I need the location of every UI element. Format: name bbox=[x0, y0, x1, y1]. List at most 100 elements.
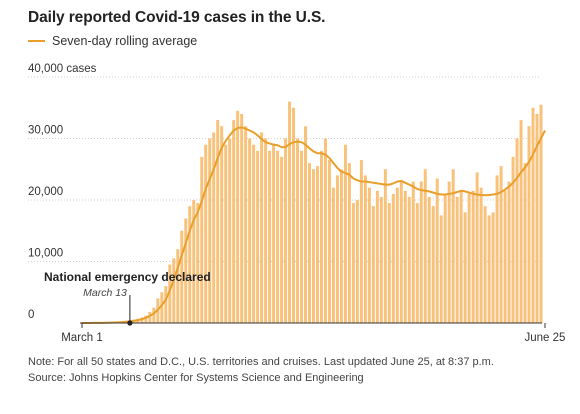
daily-case-bar bbox=[148, 311, 152, 323]
daily-case-bar bbox=[176, 249, 180, 323]
daily-case-bar bbox=[411, 181, 415, 323]
daily-case-bar bbox=[499, 166, 503, 323]
daily-case-bar bbox=[495, 175, 499, 323]
daily-case-bar bbox=[359, 160, 363, 323]
y-tick-label: 40,000 cases bbox=[28, 63, 97, 75]
daily-case-bar bbox=[447, 181, 451, 323]
daily-case-bar bbox=[511, 156, 515, 323]
daily-case-bar bbox=[419, 181, 423, 323]
daily-case-bar bbox=[232, 120, 236, 323]
daily-case-bar bbox=[343, 144, 347, 323]
daily-case-bar bbox=[196, 203, 200, 323]
daily-case-bar bbox=[371, 206, 375, 323]
daily-case-bar bbox=[479, 187, 483, 323]
chart-legend: Seven-day rolling average bbox=[28, 34, 197, 48]
daily-case-bar bbox=[164, 286, 168, 323]
daily-case-bar bbox=[391, 193, 395, 323]
daily-case-bar bbox=[487, 215, 491, 323]
daily-case-bar bbox=[216, 120, 220, 323]
daily-case-bar bbox=[535, 113, 539, 324]
daily-case-bar bbox=[244, 126, 248, 323]
daily-case-bar bbox=[312, 169, 315, 323]
daily-case-bar bbox=[264, 138, 268, 323]
daily-case-bar bbox=[515, 138, 519, 323]
legend-line-swatch bbox=[28, 39, 45, 43]
rolling-average-line bbox=[81, 126, 546, 324]
daily-case-bar bbox=[308, 163, 311, 323]
daily-case-bar bbox=[204, 144, 208, 323]
daily-case-bar bbox=[435, 178, 439, 323]
y-tick-label: 10,000 bbox=[28, 248, 63, 260]
daily-case-bar bbox=[331, 187, 335, 323]
daily-case-bar bbox=[236, 110, 240, 323]
daily-case-bar bbox=[399, 181, 403, 323]
daily-case-bar bbox=[491, 212, 495, 323]
daily-case-bar bbox=[527, 126, 531, 323]
daily-case-bar bbox=[403, 190, 407, 323]
daily-case-bar bbox=[467, 193, 471, 323]
daily-case-bar bbox=[531, 107, 535, 323]
daily-case-bar bbox=[415, 203, 419, 323]
y-tick-label: 20,000 bbox=[28, 186, 63, 198]
daily-case-bar bbox=[375, 190, 379, 323]
daily-case-bar bbox=[383, 169, 387, 323]
daily-case-bar bbox=[355, 200, 359, 323]
daily-case-bar bbox=[252, 144, 256, 323]
chart-footnote: Note: For all 50 states and D.C., U.S. t… bbox=[28, 354, 494, 386]
annotation-date: March 13 bbox=[83, 287, 127, 299]
daily-case-bar bbox=[288, 101, 292, 323]
daily-case-bar bbox=[471, 190, 475, 323]
x-tick-label: March 1 bbox=[61, 332, 103, 344]
daily-case-bar bbox=[304, 126, 308, 323]
daily-case-bar bbox=[439, 215, 443, 323]
daily-case-bar bbox=[363, 175, 367, 323]
daily-case-bar bbox=[168, 264, 172, 323]
daily-case-bar bbox=[292, 107, 296, 323]
daily-case-bar bbox=[539, 104, 543, 323]
daily-case-bar bbox=[208, 138, 212, 323]
daily-case-bar bbox=[387, 203, 391, 323]
daily-case-bar bbox=[192, 200, 196, 323]
daily-case-bar bbox=[503, 190, 507, 323]
daily-case-bar bbox=[319, 150, 323, 323]
daily-case-bar bbox=[212, 132, 216, 323]
daily-case-bar bbox=[395, 187, 399, 323]
daily-case-bar bbox=[268, 150, 272, 323]
daily-case-bar bbox=[523, 163, 527, 323]
daily-case-bar bbox=[224, 144, 228, 323]
daily-case-bar bbox=[272, 144, 276, 323]
daily-case-bar bbox=[519, 120, 523, 323]
y-tick-label: 30,000 bbox=[28, 125, 63, 137]
daily-case-bar bbox=[280, 156, 284, 323]
daily-case-bar bbox=[431, 206, 435, 323]
daily-case-bar bbox=[451, 169, 455, 323]
daily-case-bar bbox=[483, 206, 487, 323]
daily-case-bar bbox=[200, 156, 204, 323]
daily-case-bar bbox=[407, 196, 411, 323]
daily-case-bar bbox=[172, 258, 176, 323]
daily-case-bar bbox=[379, 196, 383, 323]
chart-title: Daily reported Covid-19 cases in the U.S… bbox=[28, 9, 326, 26]
daily-case-bar bbox=[475, 172, 479, 323]
daily-case-bar bbox=[144, 315, 148, 323]
daily-case-bar bbox=[300, 150, 304, 323]
footnote-note: Note: For all 50 states and D.C., U.S. t… bbox=[28, 356, 494, 368]
daily-case-bar bbox=[423, 169, 427, 323]
daily-case-bar bbox=[459, 190, 463, 323]
daily-case-bar bbox=[296, 138, 300, 323]
daily-case-bar bbox=[323, 138, 327, 323]
daily-case-bar bbox=[248, 138, 252, 323]
daily-case-bar bbox=[228, 138, 232, 323]
daily-case-bar bbox=[276, 150, 280, 323]
daily-case-bar bbox=[367, 187, 371, 323]
daily-case-bar bbox=[284, 138, 288, 323]
daily-case-bar bbox=[260, 132, 264, 323]
daily-case-bar bbox=[180, 230, 184, 323]
daily-case-bar bbox=[455, 196, 459, 323]
x-tick-label: June 25 bbox=[525, 332, 566, 344]
y-tick-label: 0 bbox=[28, 309, 34, 321]
daily-case-bar bbox=[507, 181, 511, 323]
daily-case-bar bbox=[220, 126, 224, 323]
daily-case-bar bbox=[188, 206, 192, 323]
